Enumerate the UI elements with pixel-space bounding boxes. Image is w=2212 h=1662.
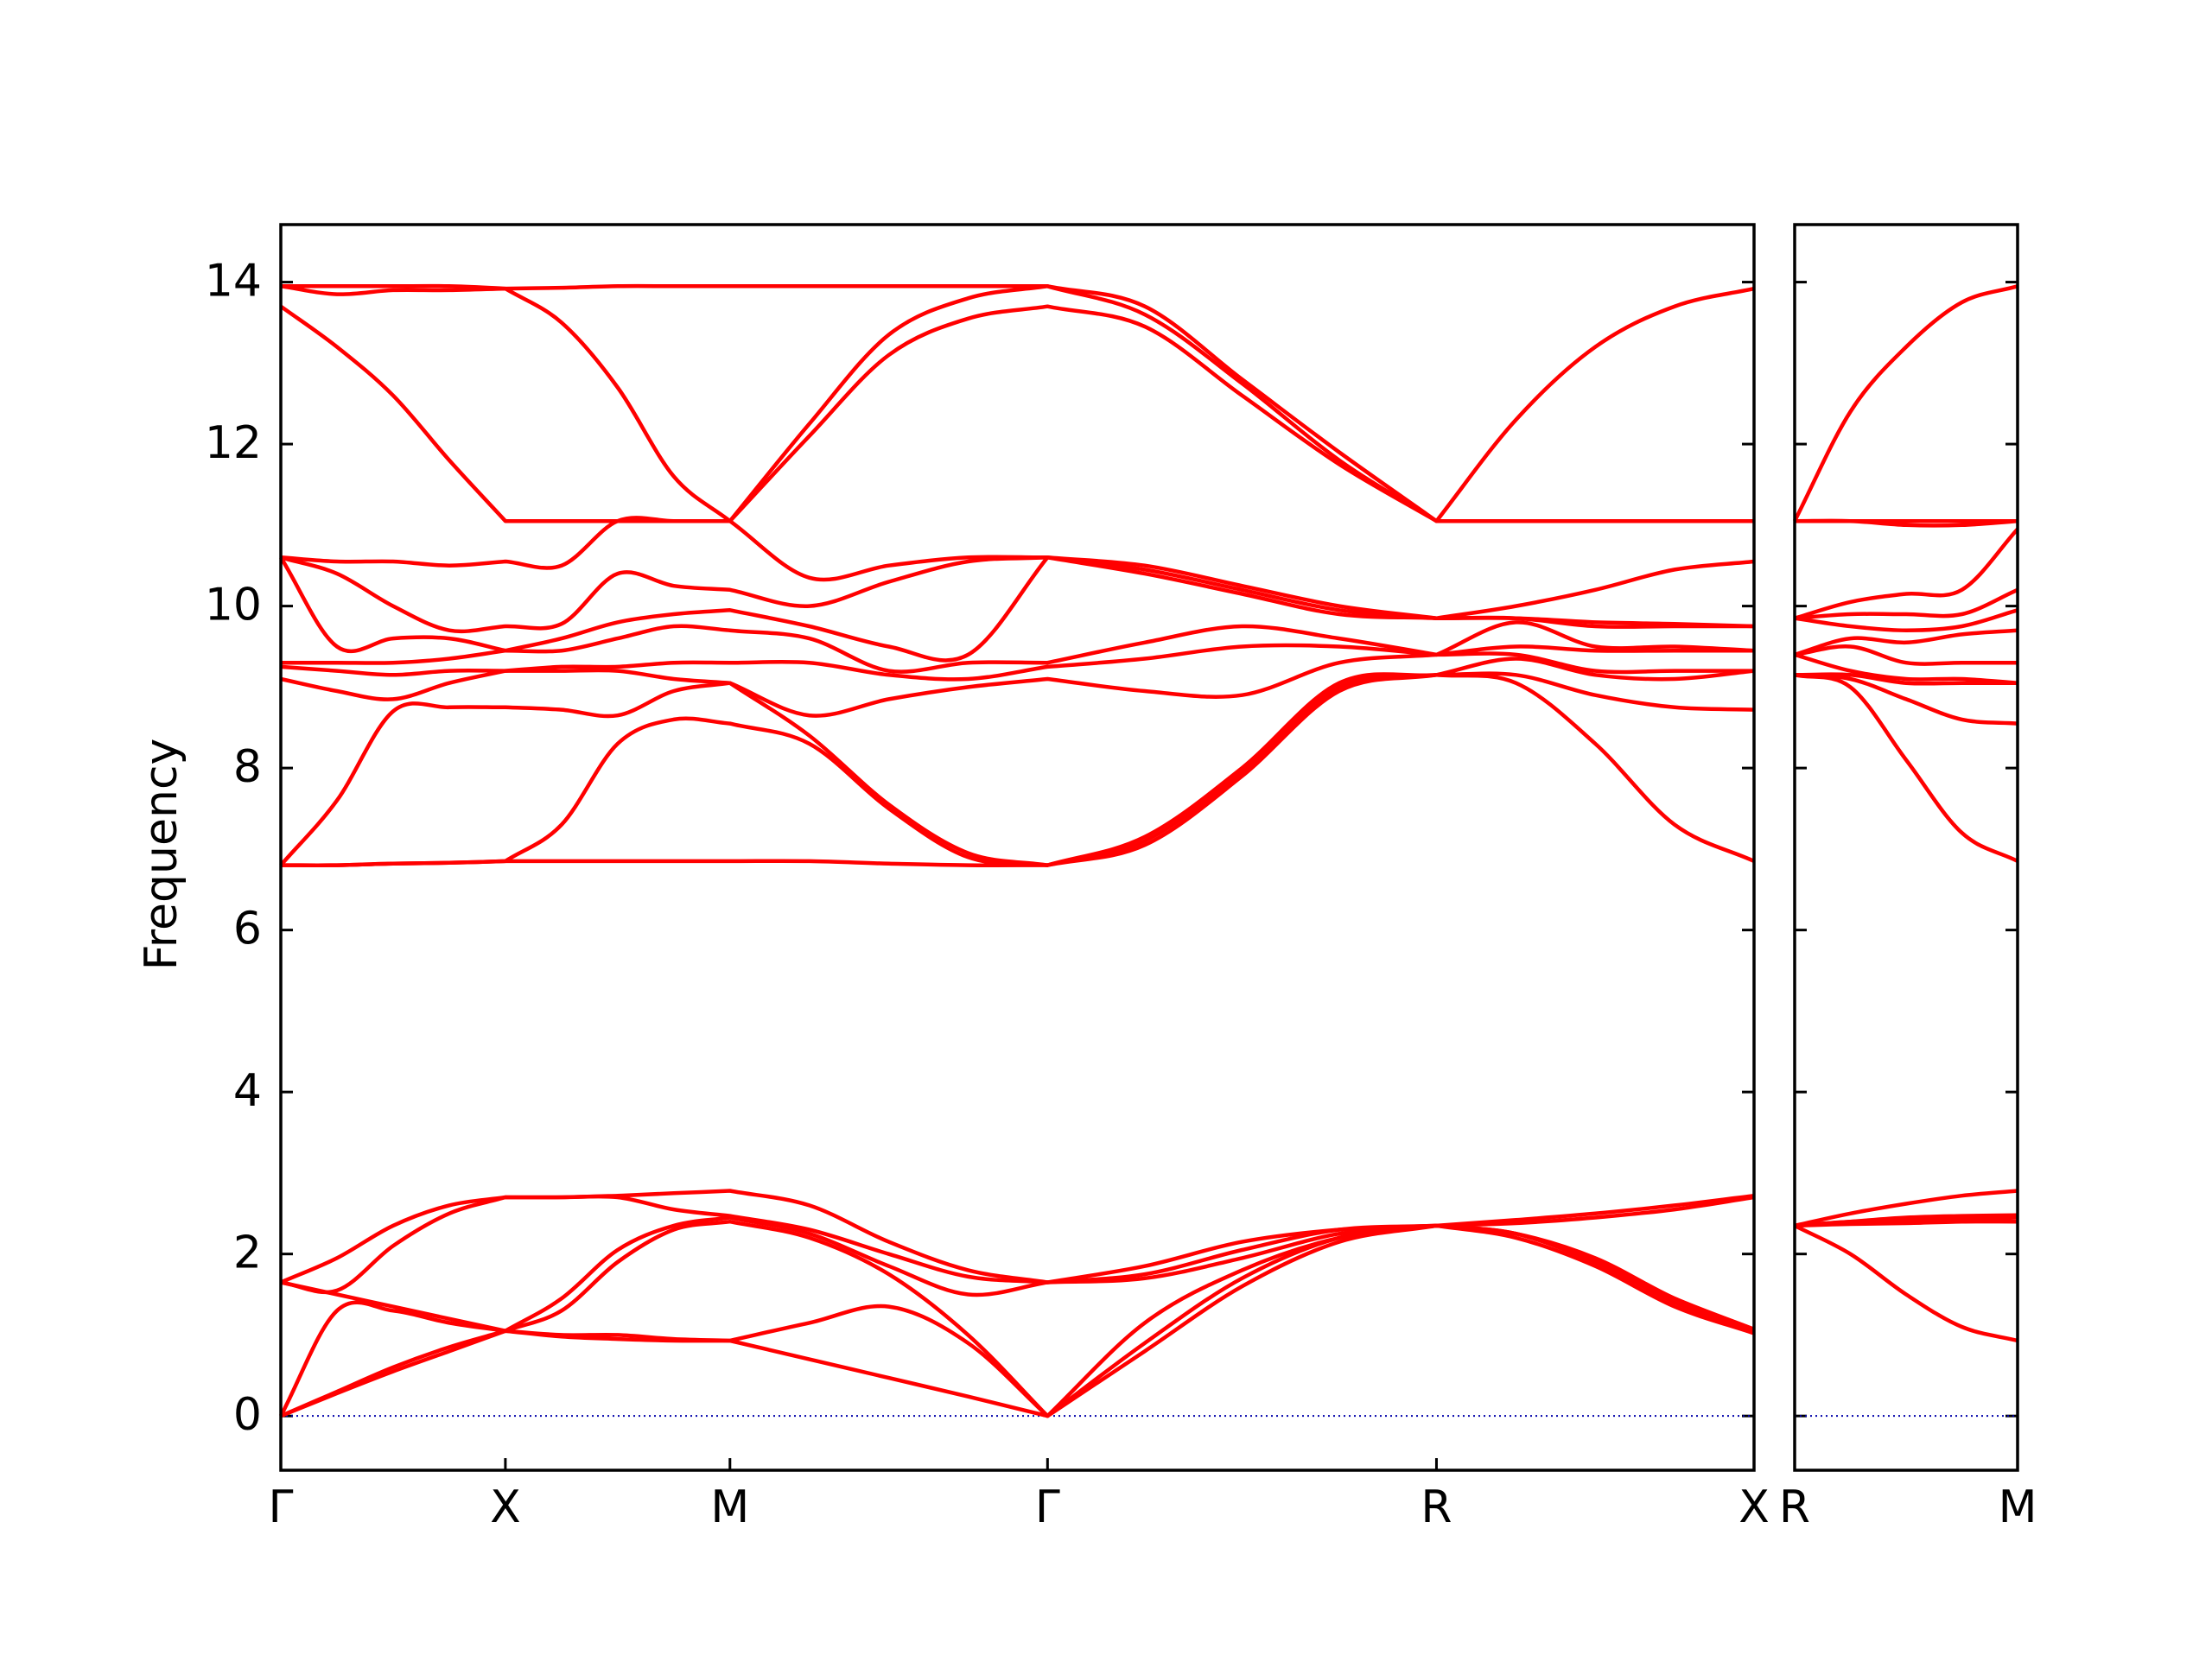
y-tick-label: 2 (233, 1227, 262, 1279)
x-tick-label: M (710, 1481, 749, 1533)
band-line (1794, 673, 2019, 863)
y-tick-label: 10 (205, 580, 262, 631)
band-line (1794, 1189, 2018, 1228)
band-line (280, 1215, 1755, 1333)
band-line (279, 657, 1755, 867)
band-line (1792, 284, 2018, 523)
band-line (1794, 527, 2019, 620)
band-line (280, 671, 1755, 867)
band-line (1794, 644, 2018, 666)
band-line (280, 1223, 1755, 1418)
band-line (281, 283, 1755, 523)
y-tick-label: 0 (233, 1389, 262, 1441)
x-tick-label: Γ (269, 1481, 294, 1533)
band-line (1793, 1223, 2018, 1343)
band-line (280, 673, 1755, 867)
y-tick-label: 8 (233, 741, 262, 793)
plot-frame (279, 223, 1756, 1472)
band-line (1794, 1213, 2018, 1228)
band-line (1794, 672, 2018, 686)
band-line (280, 555, 1755, 634)
y-tick-label: 4 (233, 1065, 262, 1117)
band-line (1794, 652, 2018, 685)
band-line (280, 651, 1754, 718)
band-line (280, 516, 1755, 620)
band-line (1794, 673, 2018, 726)
x-tick-label: R (1779, 1481, 1810, 1533)
x-tick-label: M (1999, 1481, 2037, 1533)
y-axis-label: Frequency (136, 739, 188, 971)
x-tick-label: R (1421, 1481, 1452, 1533)
band-line (1794, 608, 2018, 632)
band-line (279, 1219, 1755, 1418)
band-line (279, 304, 1754, 523)
band-line (280, 1194, 1755, 1295)
band-line (280, 643, 1754, 682)
y-tick-label: 14 (205, 256, 262, 308)
band-line (1794, 628, 2018, 657)
band-line (1794, 587, 2018, 620)
band-line (280, 1189, 1755, 1285)
band-line (281, 620, 1755, 674)
y-tick-label: 6 (233, 904, 262, 955)
y-tick-label: 12 (205, 417, 262, 469)
plot-frame (1793, 223, 2019, 1472)
x-tick-label: X (490, 1481, 521, 1533)
x-tick-label: Γ (1035, 1481, 1060, 1533)
x-tick-label: X (1738, 1481, 1770, 1533)
